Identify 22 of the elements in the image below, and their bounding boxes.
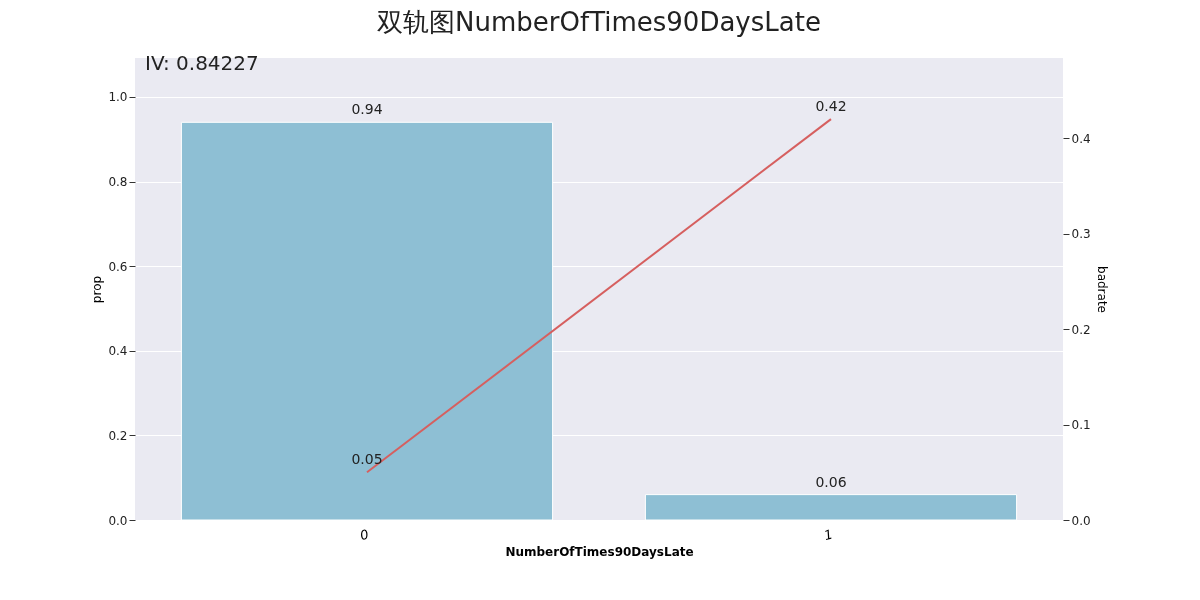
y-tick-label: 0.6 — [108, 259, 128, 274]
data-label: 0.94 — [351, 101, 383, 118]
y-tick-label: 0.4 — [108, 344, 128, 359]
y2-tick-label: 0.4 — [1071, 131, 1091, 146]
y-tick-label: 0.0 — [108, 513, 128, 528]
y2-axis-title: badrate — [1094, 266, 1109, 313]
annotation: IV: 0.84227 — [145, 51, 259, 75]
y-tick-label: 0.2 — [108, 428, 128, 443]
x-tick-label: 1 — [822, 526, 835, 544]
y2-tick-label: 0.2 — [1071, 322, 1091, 337]
y2-tick-label: 0.0 — [1071, 513, 1091, 528]
x-axis-title: NumberOfTimes90DaysLate — [505, 545, 694, 560]
y2-tick-label: 0.3 — [1071, 227, 1091, 242]
y-tick-label: 1.0 — [108, 90, 128, 105]
data-label: 0.42 — [815, 98, 847, 115]
y2-tick-label: 0.1 — [1071, 418, 1091, 433]
data-label: 0.06 — [815, 473, 847, 490]
y-tick-label: 0.8 — [108, 175, 128, 190]
x-tick-label: 0 — [358, 526, 371, 544]
data-label: 0.05 — [351, 451, 383, 468]
y-axis-title: prop — [90, 275, 105, 304]
chart-title: 双轨图NumberOfTimes90DaysLate — [377, 7, 821, 37]
